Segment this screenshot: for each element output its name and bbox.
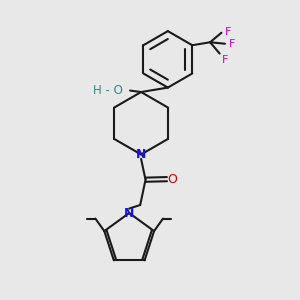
Text: H - O: H - O: [93, 84, 123, 97]
Text: N: N: [136, 148, 146, 161]
Text: F: F: [222, 55, 228, 65]
Text: F: F: [229, 39, 235, 49]
Text: F: F: [225, 27, 231, 37]
Text: N: N: [124, 206, 134, 220]
Text: O: O: [167, 172, 177, 186]
